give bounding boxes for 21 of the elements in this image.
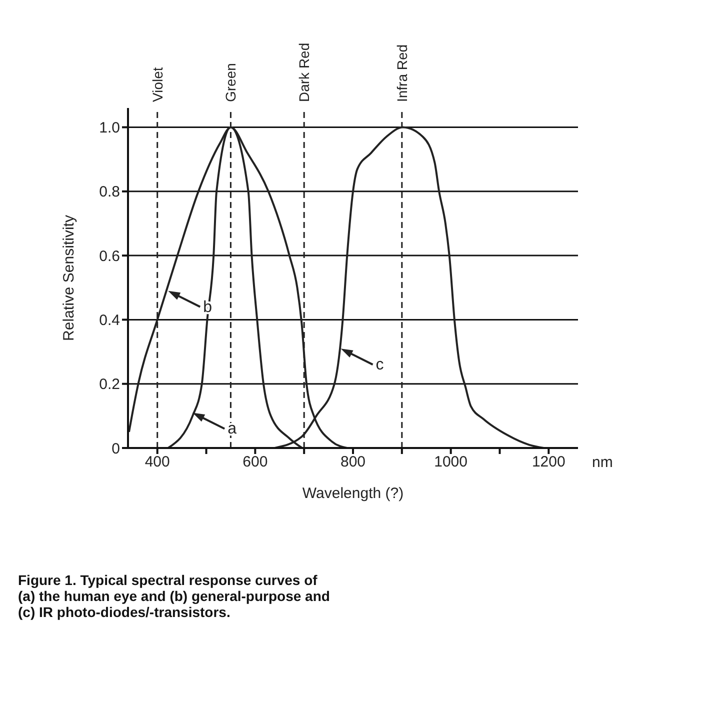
y-tick-label: 1.0 xyxy=(99,120,120,137)
ref-line-label: Violet xyxy=(149,67,166,102)
y-tick-label: 0.8 xyxy=(99,184,120,201)
x-tick-label: 800 xyxy=(340,454,366,471)
annotation: a xyxy=(228,420,237,438)
y-axis-title: Relative Sensitivity xyxy=(60,214,78,341)
y-tick-label: 0 xyxy=(112,440,120,458)
x-tick-label: 600 xyxy=(242,454,268,471)
y-tick-label: 0.4 xyxy=(99,312,120,330)
x-tick-label: 1000 xyxy=(434,454,468,471)
ref-line-label: Dark Red xyxy=(296,42,312,102)
y-tick-label: 0.2 xyxy=(99,376,120,394)
x-axis-title: Wavelength (?) xyxy=(302,485,404,502)
y-tick-label: 0.6 xyxy=(99,248,120,265)
x-tick-label: 400 xyxy=(144,454,170,471)
ref-line-label: Green xyxy=(222,63,239,102)
caption: Figure 1. Typical spectral response curves of (a) the human eye and (b) general-purpose and (c) IR photo-diodes/-transistors. xyxy=(18,572,331,620)
annotation: c xyxy=(376,356,384,374)
text: nm xyxy=(592,454,613,471)
ref-line-label: Infra Red xyxy=(394,44,410,102)
x-tick-label: 1200 xyxy=(532,454,566,471)
